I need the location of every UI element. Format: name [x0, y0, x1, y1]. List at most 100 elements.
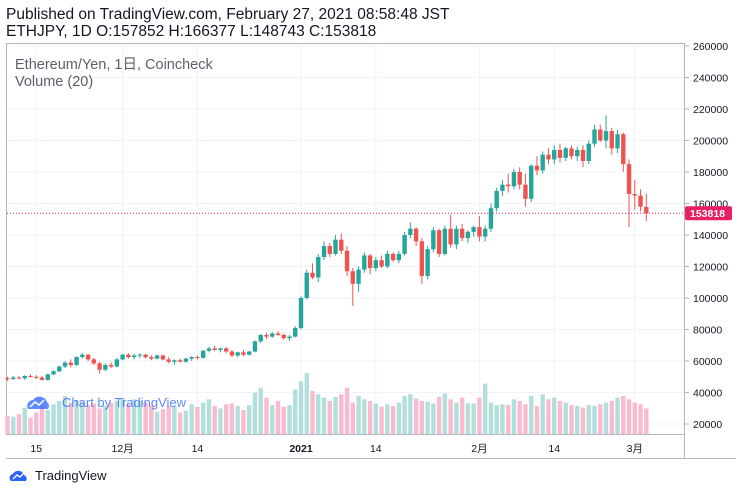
- candle-body: [436, 230, 442, 254]
- candle-body: [241, 352, 246, 355]
- volume-bar: [281, 406, 286, 434]
- volume-bar: [252, 392, 258, 434]
- price-tick-label: 180000: [693, 167, 728, 179]
- volume-bar: [304, 372, 309, 434]
- candle-body: [287, 336, 292, 339]
- last-price-label: 153818: [690, 208, 725, 220]
- candle-body: [166, 359, 171, 362]
- time-tick-label: 15: [30, 443, 42, 455]
- volume-bar: [552, 397, 557, 434]
- volume-bar: [505, 405, 511, 434]
- volume-bar: [482, 383, 488, 434]
- time-axis: 15 12月 14 2021 14 2月 14 3月: [30, 443, 643, 455]
- candle-body: [644, 206, 649, 214]
- candle-body: [626, 164, 632, 195]
- candle-body: [57, 366, 62, 372]
- candle-body: [448, 228, 453, 245]
- candle-body: [609, 131, 614, 149]
- volume-bar: [321, 397, 327, 434]
- price-tick-label: 20000: [693, 419, 722, 431]
- candle-body: [304, 272, 309, 298]
- volume-bar: [108, 402, 114, 434]
- candle-body: [575, 149, 580, 157]
- candle-body: [621, 134, 626, 165]
- volume-bar: [200, 402, 206, 434]
- volume-bar: [494, 405, 499, 434]
- candle-body: [540, 154, 545, 171]
- volume-bar: [362, 399, 367, 434]
- candle-body: [85, 354, 91, 360]
- candle-body: [149, 357, 154, 359]
- price-tick-label: 60000: [693, 356, 722, 368]
- candle-body: [390, 253, 396, 261]
- candle-body: [293, 327, 298, 337]
- volume-bar: [126, 404, 131, 434]
- candle-body: [459, 228, 465, 239]
- plot-border: [6, 43, 685, 435]
- candles: [5, 115, 649, 381]
- price-tick-label: 100000: [693, 293, 728, 305]
- tradingview-brand[interactable]: TradingView: [8, 468, 107, 483]
- volume-bar: [592, 405, 597, 434]
- candle-body: [154, 355, 160, 359]
- time-tick-label: 12月: [112, 443, 134, 455]
- ohlc-info: ETHJPY, 1D O:157852 H:166377 L:148743 C:…: [6, 23, 377, 40]
- candle-body: [235, 352, 240, 356]
- candle-body: [396, 253, 402, 261]
- volume-bar: [534, 405, 540, 434]
- candle-body: [344, 250, 350, 272]
- volume-bar: [298, 381, 304, 434]
- volume-bar: [431, 403, 436, 434]
- candle-body: [339, 239, 344, 251]
- volume-bar: [91, 403, 97, 434]
- candle-body: [379, 260, 384, 267]
- volume-bar: [575, 405, 580, 434]
- candle-body: [143, 354, 148, 358]
- candle-body: [195, 357, 200, 359]
- volume-bar: [316, 394, 321, 434]
- candle-body: [425, 249, 430, 276]
- candle-body: [103, 364, 108, 370]
- volume-bar: [569, 405, 574, 434]
- candle-body: [51, 371, 56, 375]
- candle-body: [120, 354, 125, 360]
- volume-bar: [154, 411, 160, 434]
- candle-body: [177, 360, 183, 362]
- candle-body: [45, 374, 50, 380]
- volume-bar: [5, 415, 10, 434]
- volume-bar: [396, 402, 402, 434]
- candle-body: [183, 358, 189, 362]
- price-tick-label: 140000: [693, 230, 728, 242]
- volume-bar: [459, 397, 465, 434]
- volume-bar: [523, 404, 528, 434]
- candle-body: [598, 129, 603, 141]
- watermark: Chart by TradingView: [27, 395, 187, 410]
- candle-body: [16, 377, 22, 379]
- time-tick-label: 14: [370, 443, 382, 455]
- volume-bar: [419, 400, 425, 434]
- candle-body: [97, 363, 102, 370]
- candle-body: [39, 377, 45, 380]
- price-tick-label: 260000: [693, 41, 728, 53]
- candle-body: [442, 228, 448, 254]
- candle-body: [80, 354, 85, 358]
- volume-bar: [235, 405, 240, 434]
- candle-body: [189, 357, 194, 359]
- time-tick-label: 3月: [627, 443, 643, 455]
- candle-body: [482, 228, 488, 237]
- candle-body: [402, 235, 407, 254]
- volume-bar: [103, 405, 108, 434]
- candle-body: [108, 364, 114, 367]
- candle-body: [22, 375, 27, 379]
- candle-body: [131, 355, 137, 358]
- volume-bar: [241, 410, 246, 434]
- volume-bar: [626, 399, 632, 434]
- volume-bar: [212, 405, 217, 434]
- volume-bar: [408, 394, 413, 434]
- candle-body: [160, 355, 166, 360]
- volume-bar: [183, 410, 189, 434]
- volume-bar: [166, 405, 171, 434]
- volume-bar: [557, 400, 563, 434]
- candle-body: [34, 376, 39, 378]
